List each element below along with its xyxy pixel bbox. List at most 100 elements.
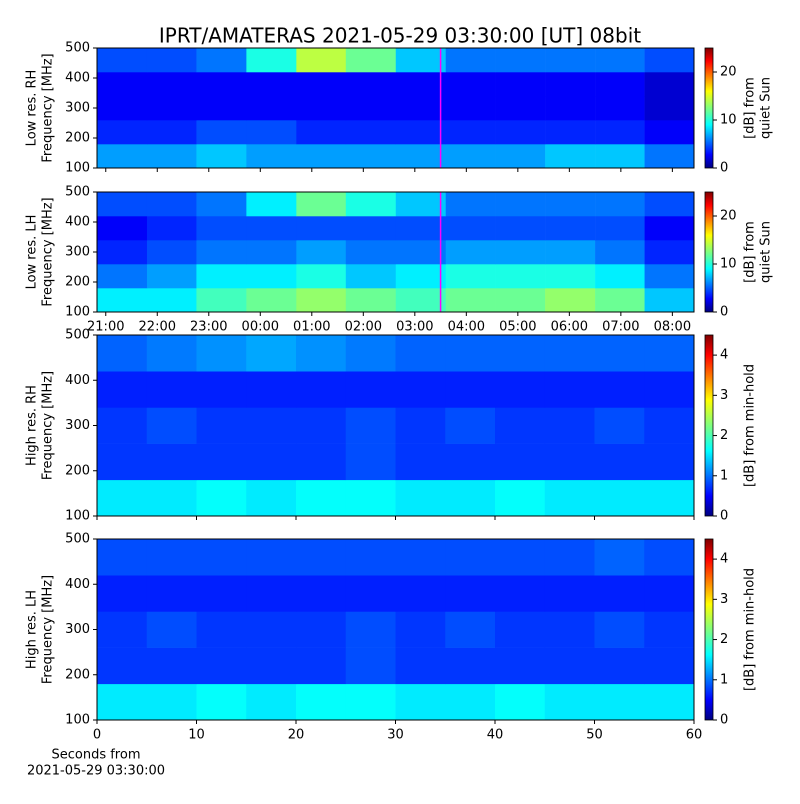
- heatmap-cell: [644, 48, 695, 73]
- heatmap-cell: [395, 443, 446, 481]
- heatmap-cell: [445, 335, 496, 372]
- heatmap-cell: [545, 288, 596, 313]
- y-axis-label: Frequency [MHz]: [41, 197, 56, 306]
- heatmap-cell: [246, 144, 297, 169]
- heatmap-cell: [445, 575, 496, 612]
- heatmap-cell: [495, 288, 546, 313]
- heatmap-cell: [196, 479, 247, 517]
- heatmap-cell: [544, 479, 595, 517]
- heatmap-cell: [296, 443, 347, 481]
- heatmap-cell: [495, 539, 546, 576]
- heatmap-cell: [594, 683, 645, 721]
- heatmap-cell: [196, 539, 247, 576]
- heatmap-cell: [395, 240, 447, 265]
- heatmap-cell: [296, 611, 347, 648]
- colorbar-tick-label: 0: [720, 509, 728, 524]
- heatmap-cell: [97, 264, 148, 289]
- heatmap-cell: [296, 683, 347, 721]
- heatmap-cell: [545, 264, 596, 289]
- x-tick-label: 60: [686, 728, 703, 743]
- colorbar-label: [dB] from: [743, 77, 758, 139]
- heatmap-cell: [644, 96, 695, 121]
- y-tick-label: 100: [65, 305, 90, 320]
- heatmap-cell: [544, 407, 595, 444]
- heatmap-cell: [445, 288, 496, 313]
- heatmap-cell: [595, 216, 645, 241]
- heatmap-cell: [595, 96, 645, 121]
- heatmap-cell: [495, 240, 546, 265]
- heatmap-cell: [246, 264, 297, 289]
- heatmap-cell: [445, 539, 496, 576]
- heatmap-cell: [495, 647, 546, 685]
- y-tick-label: 500: [65, 185, 90, 200]
- heatmap-cell: [146, 240, 197, 265]
- heatmap-cell: [545, 48, 596, 73]
- heatmap-cell: [445, 216, 496, 241]
- y-tick-label: 300: [65, 418, 90, 433]
- colorbar: [704, 538, 714, 721]
- y-axis-label: Low res. RH: [25, 70, 40, 147]
- heatmap-cell: [296, 288, 347, 313]
- heatmap-cell: [644, 371, 695, 408]
- heatmap-cell: [146, 683, 197, 721]
- y-tick-label: 300: [65, 245, 90, 260]
- heatmap-cell: [445, 371, 496, 408]
- heatmap-cell: [495, 120, 546, 145]
- colorbar-tick-label: 4: [720, 552, 728, 567]
- heatmap-cell: [495, 264, 546, 289]
- x-tick-label: 01:00: [293, 320, 330, 335]
- colorbar-tick-label: 0: [720, 161, 728, 176]
- heatmap-cell: [296, 575, 347, 612]
- heatmap-cell: [146, 335, 197, 372]
- x-tick-label: 02:00: [345, 320, 382, 335]
- y-axis-label: High res. RH: [25, 385, 40, 466]
- heatmap-cell: [146, 479, 197, 517]
- x-tick-label: 22:00: [139, 320, 176, 335]
- y-axis-label: Low res. LH: [25, 215, 40, 290]
- heatmap-cell: [146, 539, 197, 576]
- heatmap-cell: [395, 647, 446, 685]
- heatmap-cell: [644, 335, 695, 372]
- heatmap-cell: [544, 611, 595, 648]
- heatmap-cell: [196, 240, 247, 265]
- heatmap-cell: [196, 575, 247, 612]
- heatmap-cell: [146, 443, 197, 481]
- heatmap-cell: [644, 647, 695, 685]
- heatmap-cell: [146, 647, 197, 685]
- heatmap-cell: [196, 192, 247, 217]
- y-axis-label: Frequency [MHz]: [41, 371, 56, 480]
- heatmap-cell: [246, 192, 297, 217]
- heatmap-cell: [445, 683, 496, 721]
- heatmap-cell: [395, 288, 447, 313]
- heatmap-cell: [395, 335, 446, 372]
- heatmap-cell: [594, 443, 645, 481]
- heatmap-cell: [97, 48, 148, 73]
- heatmap-cell: [495, 407, 546, 444]
- heatmap-cell: [196, 371, 247, 408]
- heatmap-cell: [196, 216, 247, 241]
- heatmap-cell: [97, 407, 148, 444]
- y-tick-label: 200: [65, 131, 90, 146]
- heatmap-cell: [146, 192, 197, 217]
- heatmap-cell: [97, 288, 148, 313]
- heatmap-cell: [296, 264, 347, 289]
- heatmap-cell: [196, 407, 247, 444]
- heatmap-cell: [296, 72, 347, 97]
- heatmap-cell: [395, 575, 446, 612]
- heatmap-cell: [196, 120, 247, 145]
- heatmap-cell: [544, 371, 595, 408]
- heatmap-cell: [495, 683, 546, 721]
- heatmap-cell: [395, 479, 446, 517]
- heatmap-cell: [644, 192, 695, 217]
- heatmap-cell: [545, 216, 596, 241]
- heatmap-cell: [97, 479, 148, 517]
- x-tick-label: 40: [487, 728, 504, 743]
- colorbar-tick-label: 1: [720, 672, 728, 687]
- y-tick-label: 500: [65, 532, 90, 547]
- colorbar-tick-label: 20: [720, 65, 737, 80]
- colorbar-tick-label: 2: [720, 632, 728, 647]
- heatmap-cell: [196, 144, 247, 169]
- x-tick-label: 20: [288, 728, 305, 743]
- heatmap-cell: [246, 240, 297, 265]
